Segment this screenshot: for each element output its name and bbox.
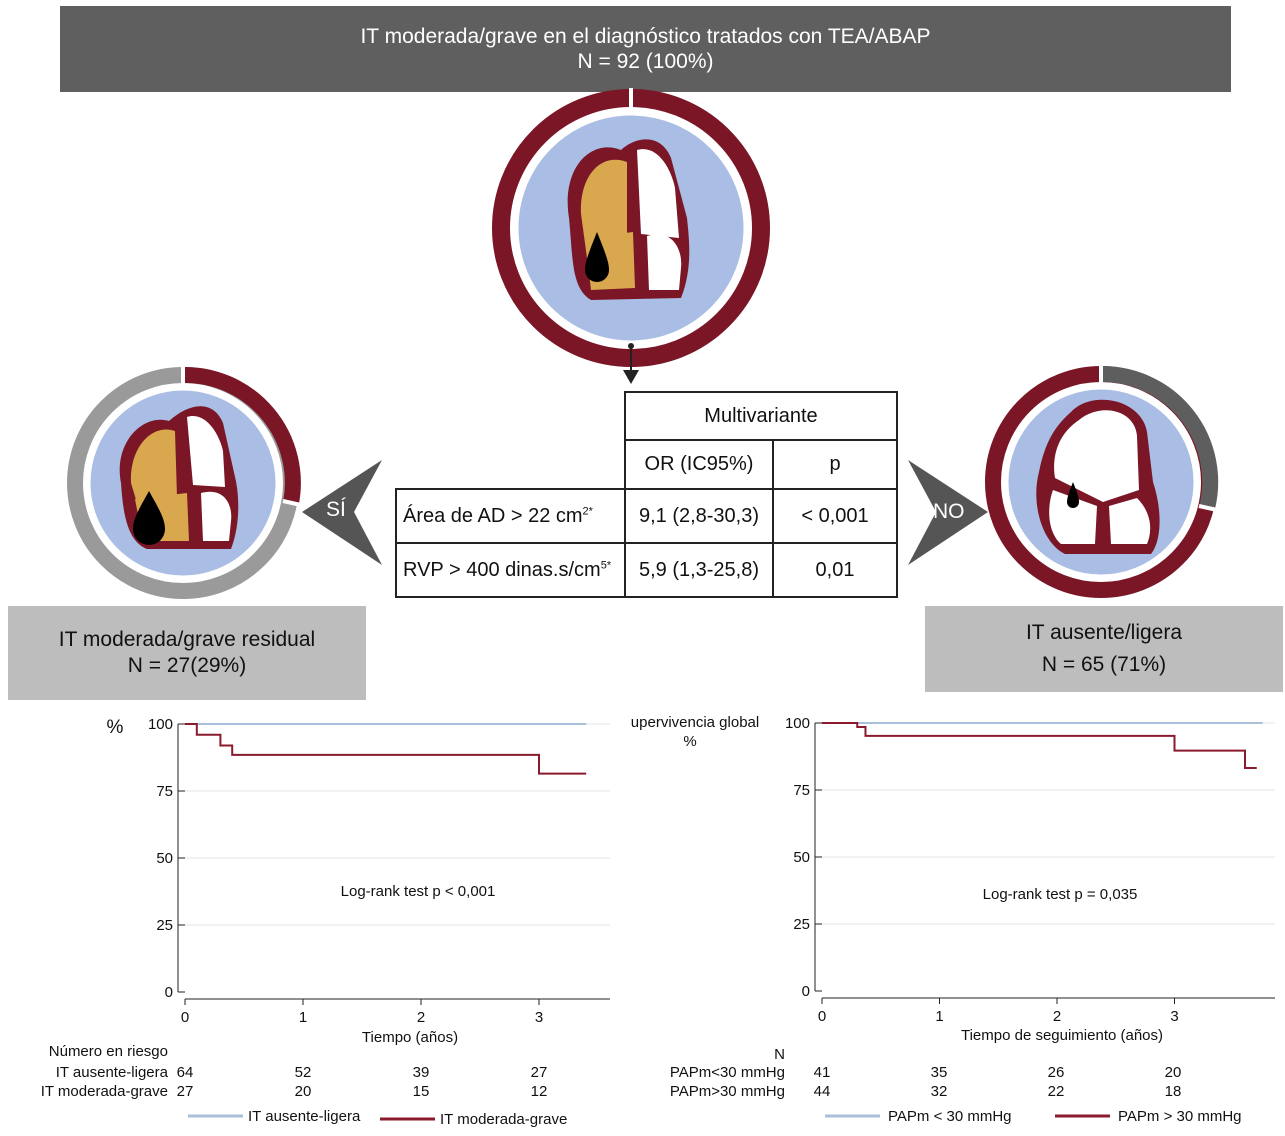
table-row-sup: 5*	[600, 558, 612, 571]
x-tick-label: 0	[818, 1008, 826, 1025]
right-group-title: IT ausente/ligera	[1025, 621, 1183, 644]
table-row: RVP > 400 dinas.s/cm5* 5,9 (1,3-25,8) 0,…	[395, 542, 898, 598]
x-tick-label: 1	[935, 1008, 943, 1025]
y-tick-label: 50	[793, 849, 810, 866]
x-axis-label: Tiempo (años)	[362, 1029, 458, 1046]
heart-icon-top	[492, 88, 770, 367]
y-tick-label: 25	[793, 916, 810, 933]
right-group-count: N = 65 (71%)	[1041, 653, 1167, 676]
left-group-title: IT moderada/grave residual	[58, 628, 316, 651]
legend-label: IT moderada-grave	[440, 1111, 567, 1128]
table-row-sup: 2*	[582, 504, 593, 517]
table-row-label: Área de AD > 22 cm	[403, 504, 583, 527]
legend-label: PAPm > 30 mmHg	[1118, 1108, 1242, 1125]
heart-icon-right	[985, 364, 1219, 598]
yes-arrow-label: SÍ	[326, 498, 346, 521]
x-tick-label: 2	[417, 1009, 425, 1026]
y-tick-label: 0	[165, 984, 173, 1001]
legend-label: PAPm < 30 mmHg	[888, 1108, 1012, 1125]
x-tick-label: 3	[535, 1009, 543, 1026]
right-group-box: IT ausente/ligera N = 65 (71%)	[925, 606, 1283, 692]
y-axis-label: %	[107, 717, 124, 738]
risk-value: 12	[531, 1083, 548, 1100]
x-tick-label: 2	[1053, 1008, 1061, 1025]
table-row-or: 9,1 (2,8-30,3)	[624, 488, 774, 544]
x-tick-label: 1	[299, 1009, 307, 1026]
y-tick-label: 100	[148, 716, 173, 733]
table-row-label: RVP > 400 dinas.s/cm	[403, 558, 601, 581]
left-group-count: N = 27(29%)	[127, 654, 247, 677]
risk-value: 18	[1165, 1083, 1182, 1100]
table-col-p: p	[772, 439, 898, 490]
risk-table-title: N	[774, 1046, 785, 1063]
risk-value: 64	[177, 1064, 194, 1081]
header-banner: IT moderada/grave en el diagnóstico trat…	[60, 6, 1231, 92]
legend-label: IT ausente-ligera	[248, 1108, 361, 1125]
y-tick-label: 75	[793, 782, 810, 799]
heart-icon-left	[67, 365, 302, 599]
y-tick-label: 50	[156, 850, 173, 867]
x-tick-label: 3	[1170, 1008, 1178, 1025]
risk-value: 32	[931, 1083, 948, 1100]
y-axis-label: %	[683, 733, 696, 750]
left-group-box: IT moderada/grave residual N = 27(29%)	[8, 606, 366, 700]
x-tick-label: 0	[181, 1009, 189, 1026]
risk-table-title: Número en riesgo	[49, 1043, 168, 1060]
risk-row-label: IT ausente-ligera	[56, 1064, 169, 1081]
multivariate-table: Multivariante OR (IC95%) p Área de AD > …	[395, 391, 898, 598]
no-arrow-label: NO	[933, 500, 965, 523]
logrank-annotation: Log-rank test p = 0,035	[983, 886, 1138, 903]
x-axis-label: Tiempo de seguimiento (años)	[961, 1027, 1163, 1044]
risk-value: 26	[1048, 1064, 1065, 1081]
diagram-graphics	[67, 88, 1219, 599]
chevron-left-icon	[302, 460, 382, 565]
y-tick-label: 75	[156, 783, 173, 800]
risk-value: 41	[814, 1064, 831, 1081]
chart-title: Supervivencia global	[630, 714, 759, 731]
risk-row-label: IT moderada-grave	[41, 1083, 168, 1100]
logrank-annotation: Log-rank test p < 0,001	[341, 883, 496, 900]
risk-value: 20	[1165, 1064, 1182, 1081]
risk-value: 22	[1048, 1083, 1065, 1100]
y-tick-label: 100	[785, 715, 810, 732]
risk-value: 15	[413, 1083, 430, 1100]
table-title: Multivariante	[624, 391, 898, 441]
risk-value: 52	[295, 1064, 312, 1081]
table-row: Área de AD > 22 cm2* 9,1 (2,8-30,3) < 0,…	[395, 488, 898, 544]
risk-value: 39	[413, 1064, 430, 1081]
chevron-right-icon	[908, 460, 988, 565]
table-row-p: < 0,001	[772, 488, 898, 544]
risk-value: 27	[531, 1064, 548, 1081]
risk-value: 20	[295, 1083, 312, 1100]
header-title: IT moderada/grave en el diagnóstico trat…	[360, 25, 931, 48]
risk-row-label: PAPm>30 mmHg	[670, 1083, 785, 1100]
risk-value: 35	[931, 1064, 948, 1081]
risk-value: 27	[177, 1083, 194, 1100]
risk-row-label: PAPm<30 mmHg	[670, 1064, 785, 1081]
risk-value: 44	[814, 1083, 831, 1100]
survival-chart-right: 0 25 50 75 100 0 1 2 3 Supervivencia global% Tiemp…	[630, 714, 1275, 1125]
table-row-p: 0,01	[772, 542, 898, 598]
down-arrow-icon	[623, 343, 639, 384]
series-line	[822, 722, 1257, 770]
table-row-or: 5,9 (1,3-25,8)	[624, 542, 774, 598]
series-line	[185, 723, 587, 775]
y-tick-label: 0	[802, 983, 810, 1000]
y-tick-label: 25	[156, 917, 173, 934]
header-count: N = 92 (100%)	[577, 50, 714, 73]
table-col-or: OR (IC95%)	[624, 439, 774, 490]
